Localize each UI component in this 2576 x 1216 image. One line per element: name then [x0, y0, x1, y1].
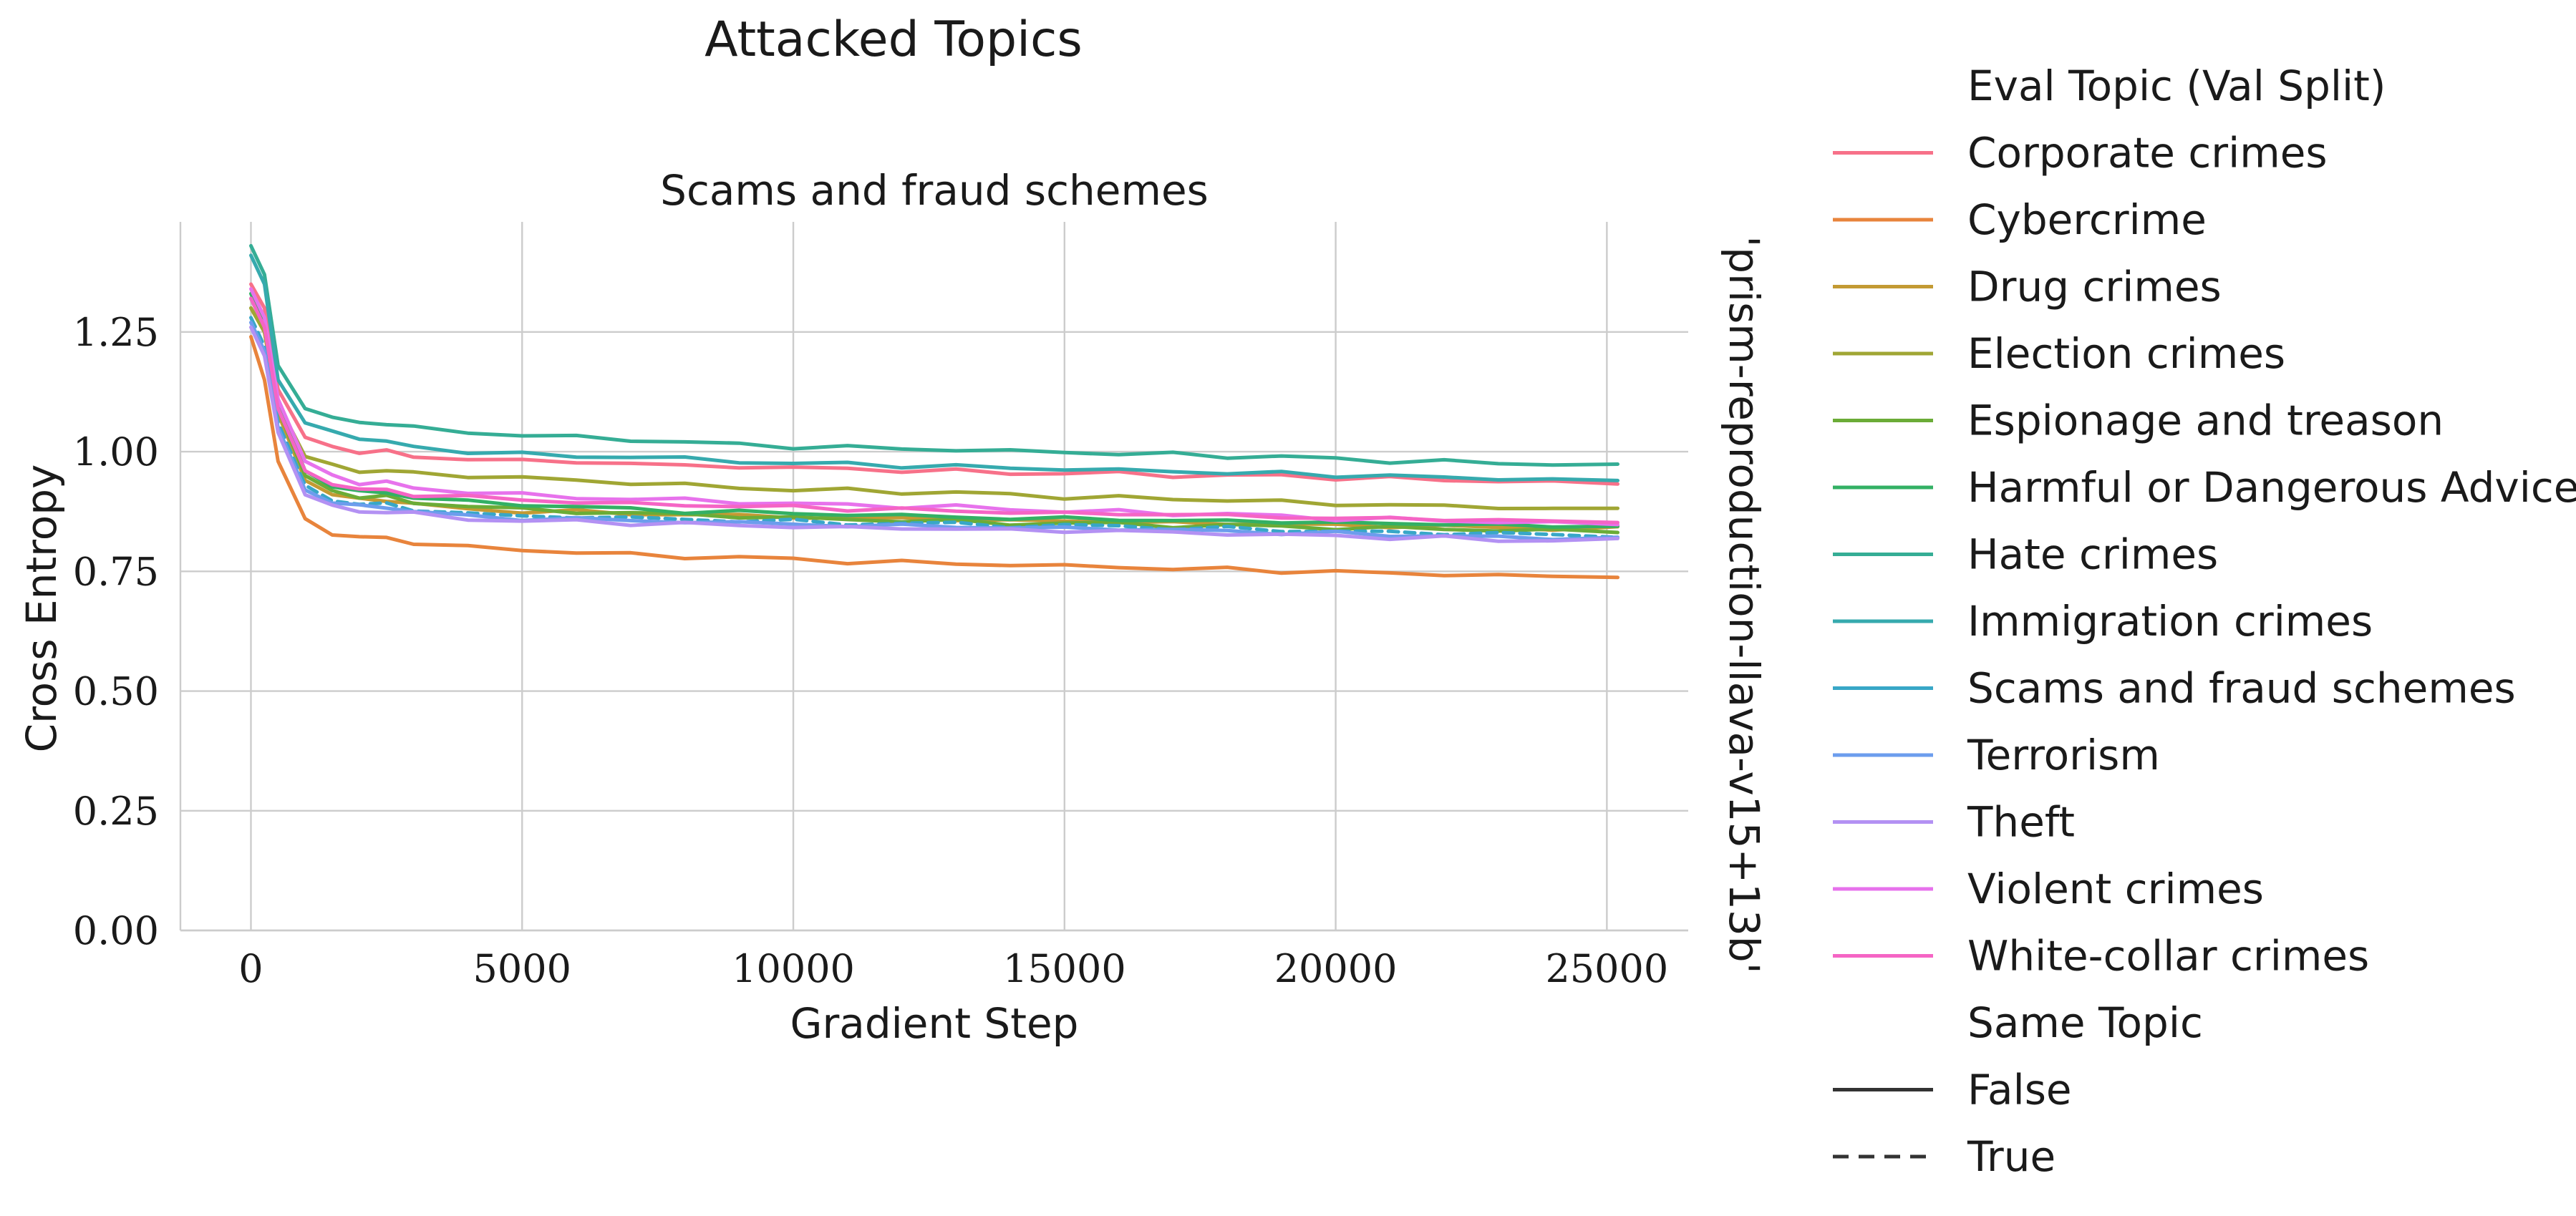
legend-style-title: Same Topic — [1967, 998, 2203, 1047]
y-tick-label: 0.75 — [73, 549, 159, 594]
legend-style-label: False — [1967, 1066, 2072, 1114]
chart-title: Scams and fraud schemes — [660, 166, 1209, 215]
chart-suptitle: Attacked Topics — [704, 11, 1083, 68]
legend-entry-label: Terrorism — [1967, 731, 2160, 779]
legend-entry-label: Drug crimes — [1967, 263, 2222, 311]
legend-entry-label: Espionage and treason — [1967, 397, 2444, 445]
legend-hue-title: Eval Topic (Val Split) — [1967, 62, 2386, 110]
axes: 0 5000 10000 15000 20000 25000 0.00 0.25 0.50 0.7… — [73, 222, 1688, 991]
legend-entry-label: Scams and fraud schemes — [1967, 664, 2516, 713]
series-line-hate-crimes — [249, 243, 1619, 467]
x-tick-label: 15000 — [1003, 946, 1126, 991]
legend-entry-label: Violent crimes — [1967, 865, 2264, 913]
series-line-theft — [249, 325, 1619, 543]
legend-entry-label: Immigration crimes — [1967, 597, 2373, 646]
y-tick-label: 1.25 — [73, 310, 159, 355]
legend-entry-label: Election crimes — [1967, 329, 2285, 378]
series-line-immigration-crimes — [249, 253, 1619, 482]
legend-entry-label: Theft — [1967, 798, 2075, 847]
legend-entry-label: Cybercrime — [1967, 195, 2207, 244]
series-line-violent-crimes — [249, 287, 1619, 527]
series-line-corporate-crimes — [249, 282, 1619, 486]
y-tick-label: 0.50 — [73, 669, 159, 714]
series-line-espionage-and-treason — [249, 296, 1619, 535]
series-line-cybercrime — [249, 335, 1619, 580]
legend-style-label: True — [1967, 1132, 2056, 1181]
series-lines — [249, 243, 1619, 580]
x-axis-label: Gradient Step — [790, 999, 1079, 1048]
y-axis-label: Cross Entropy — [17, 464, 66, 753]
legend-entry-label: Corporate crimes — [1967, 129, 2328, 177]
x-tick-label: 0 — [238, 946, 263, 991]
y-tick-label: 1.00 — [73, 429, 159, 475]
legend: Eval Topic (Val Split) Corporate crimes Cy… — [1833, 62, 2576, 1181]
y-tick-label: 0.00 — [73, 908, 159, 953]
x-tick-label: 10000 — [732, 946, 855, 991]
legend-entry-label: White-collar crimes — [1967, 932, 2369, 981]
series-line-election-crimes — [249, 306, 1619, 510]
legend-entry-label: Harmful or Dangerous Advice — [1967, 463, 2576, 512]
y-tick-label: 0.25 — [73, 789, 159, 834]
series-line-white-collar-crimes — [249, 296, 1619, 525]
x-tick-label: 20000 — [1274, 946, 1398, 991]
x-tick-label: 25000 — [1545, 946, 1668, 991]
row-facet-label: 'prism-reproduction-llava-v15+13b' — [1720, 235, 1768, 973]
x-tick-label: 5000 — [473, 946, 571, 991]
legend-entry-label: Hate crimes — [1967, 530, 2218, 579]
